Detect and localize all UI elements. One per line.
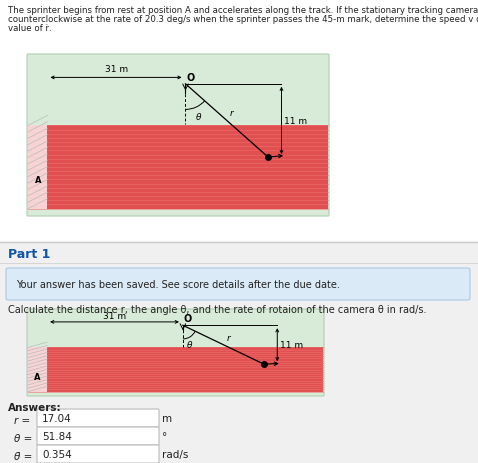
FancyBboxPatch shape <box>37 445 159 463</box>
Text: counterclockwise at the rate of 20.3 deg/s when the sprinter passes the 45-m mar: counterclockwise at the rate of 20.3 deg… <box>8 15 478 24</box>
Bar <box>28 348 323 392</box>
Text: 51.84: 51.84 <box>42 431 72 441</box>
FancyBboxPatch shape <box>6 269 470 300</box>
Bar <box>28 126 47 209</box>
Text: r: r <box>230 109 233 118</box>
Bar <box>28 348 47 392</box>
Text: 0.354: 0.354 <box>42 449 72 459</box>
Text: m: m <box>162 413 172 423</box>
Text: A: A <box>34 175 41 185</box>
Text: Calculate the distance r, the angle θ, and the rate of rotaion of the camera θ̇ : Calculate the distance r, the angle θ, a… <box>8 304 426 314</box>
Text: θ: θ <box>196 113 201 122</box>
Text: A: A <box>34 372 41 381</box>
Text: value of ṙ.: value of ṙ. <box>8 24 52 33</box>
Bar <box>28 126 328 209</box>
Text: r =: r = <box>14 415 30 425</box>
Text: °: ° <box>162 431 167 441</box>
Text: 11 m: 11 m <box>284 117 308 125</box>
Text: Answers:: Answers: <box>8 402 62 412</box>
FancyBboxPatch shape <box>27 55 329 217</box>
Bar <box>0 0 478 242</box>
FancyBboxPatch shape <box>27 309 324 396</box>
Text: O: O <box>184 313 192 324</box>
Text: r: r <box>227 333 230 342</box>
Text: 31 m: 31 m <box>105 65 128 74</box>
Text: rad/s: rad/s <box>162 449 188 459</box>
FancyBboxPatch shape <box>37 409 159 427</box>
Text: The sprinter begins from rest at position A and accelerates along the track. If : The sprinter begins from rest at positio… <box>8 6 478 15</box>
Bar <box>0 244 478 463</box>
Text: θ̇ =: θ̇ = <box>14 451 33 461</box>
Text: Your answer has been saved. See score details after the due date.: Your answer has been saved. See score de… <box>16 279 340 289</box>
Text: Part 1: Part 1 <box>8 247 50 260</box>
Text: θ: θ <box>187 340 193 350</box>
FancyBboxPatch shape <box>37 427 159 445</box>
Text: O: O <box>186 73 195 82</box>
Text: 17.04: 17.04 <box>42 413 72 423</box>
Text: θ =: θ = <box>14 433 33 443</box>
Text: 11 m: 11 m <box>280 340 304 350</box>
Text: 31 m: 31 m <box>103 311 127 320</box>
